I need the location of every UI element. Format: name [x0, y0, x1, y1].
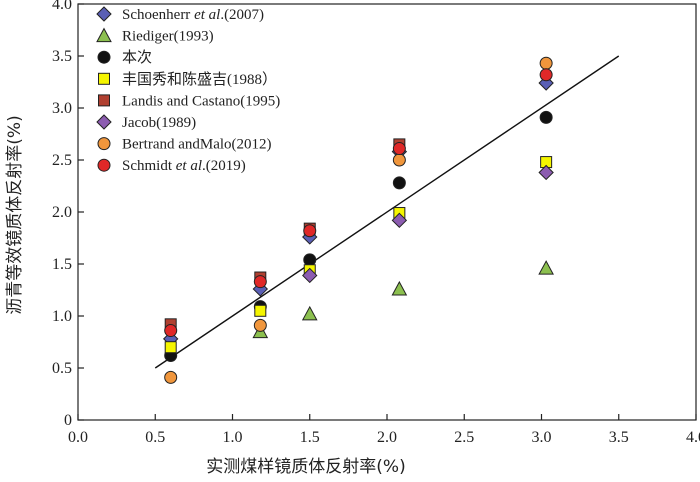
x-tick-label: 4.0 [686, 429, 700, 446]
series-4-points [164, 156, 553, 354]
y-tick-label: 2.5 [52, 152, 72, 169]
data-point [164, 324, 178, 338]
legend-label: 本次 [122, 49, 152, 66]
series-1-points [162, 75, 554, 347]
data-point [303, 253, 317, 267]
legend-label: Schmidt et al.(2019) [122, 158, 246, 174]
series-2-points [252, 260, 554, 339]
data-point [392, 153, 406, 167]
series-8-points [164, 68, 553, 338]
y-tick-label: 3.5 [52, 48, 72, 65]
legend-item: 本次 [97, 49, 152, 66]
y-tick-label: 4.0 [52, 0, 72, 13]
x-tick-label: 2.5 [454, 429, 474, 446]
x-tick-label: 1.5 [300, 429, 320, 446]
data-point [538, 164, 554, 181]
data-point [301, 305, 318, 321]
y-tick-label: 2.0 [52, 204, 72, 221]
x-axis: 0.0 0.5 1.0 1.5 2.0 2.5 3.0 3.5 4.0 [68, 414, 700, 446]
legend-label: Landis and Castano(1995) [122, 93, 280, 109]
legend-item: Landis and Castano(1995) [98, 93, 280, 109]
data-point [391, 212, 408, 229]
x-tick-label: 0.0 [68, 429, 88, 446]
legend-label: Bertrand andMalo(2012) [122, 137, 272, 153]
legend-marker [97, 50, 111, 64]
legend-item: Schoenherr et al.(2007) [96, 6, 264, 23]
trend-line [154, 55, 620, 369]
data-point [538, 260, 554, 275]
points-layer [162, 56, 554, 384]
legend: Schoenherr et al.(2007) Riediger(1993) 本次丰… [96, 6, 280, 174]
x-tick-label: 2.0 [377, 429, 397, 446]
legend-marker [97, 137, 111, 151]
data-point [303, 224, 317, 238]
y-tick-label: 3.0 [52, 100, 72, 117]
y-axis: 0 0.5 1.0 1.5 2.0 2.5 3.0 3.5 4.0 [52, 0, 84, 429]
legend-marker [97, 158, 111, 172]
y-axis-title: 沥青等效镜质体反射率(%) [5, 115, 25, 314]
x-tick-label: 3.0 [532, 429, 552, 446]
y-tick-label: 1.0 [52, 308, 72, 325]
legend-label: Jacob(1989) [122, 115, 196, 131]
legend-label: 丰国秀和陈盛吉(1988） [122, 70, 277, 88]
legend-item: 丰国秀和陈盛吉(1988） [98, 70, 277, 88]
legend-item: Schmidt et al.(2019) [97, 158, 246, 174]
data-point [392, 176, 406, 190]
data-point [539, 110, 553, 124]
trendline-layer [154, 55, 620, 369]
legend-item: Bertrand andMalo(2012) [97, 137, 272, 153]
data-point [302, 267, 318, 284]
legend-marker [96, 6, 112, 22]
data-point [539, 68, 553, 82]
y-tick-label: 0 [64, 412, 72, 429]
legend-marker [98, 72, 110, 85]
data-point [253, 318, 267, 332]
legend-marker [98, 94, 110, 107]
x-tick-label: 0.5 [145, 429, 165, 446]
data-point [164, 341, 177, 354]
y-tick-label: 0.5 [52, 360, 72, 377]
data-point [254, 304, 267, 317]
series-6-points [302, 164, 554, 284]
data-point [253, 275, 267, 289]
legend-item: Jacob(1989) [96, 114, 196, 131]
legend-marker [96, 27, 112, 43]
x-tick-label: 1.0 [223, 429, 243, 446]
series-7-points [164, 56, 553, 384]
data-point [392, 142, 406, 156]
data-point [391, 280, 408, 296]
x-tick-label: 3.5 [609, 429, 629, 446]
data-point [539, 56, 553, 70]
legend-marker [96, 114, 112, 130]
x-axis-title: 实测煤样镜质体反射率(%) [206, 457, 405, 477]
legend-item: Riediger(1993) [96, 27, 214, 45]
legend-label: Schoenherr et al.(2007) [122, 7, 264, 23]
data-point [164, 370, 178, 384]
legend-label: Riediger(1993) [122, 29, 214, 45]
y-tick-label: 1.5 [52, 256, 72, 273]
